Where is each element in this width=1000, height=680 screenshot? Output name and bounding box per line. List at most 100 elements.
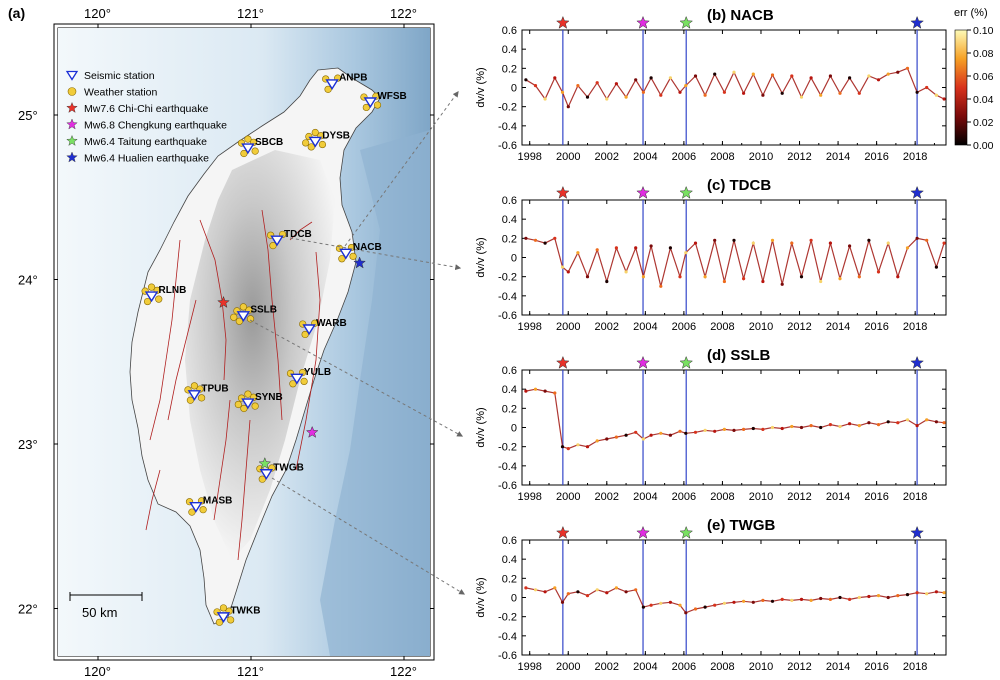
seismic-station-label: NACB: [353, 242, 382, 253]
dvv-data-point: [560, 90, 565, 94]
earthquake-time-star: [636, 525, 650, 539]
y-tick-label: 0: [511, 593, 517, 605]
seismic-station-label: DYSB: [322, 130, 350, 141]
x-tick-label: 2006: [672, 491, 696, 503]
y-tick-label: -0.2: [498, 612, 517, 624]
dvv-data-point: [533, 84, 538, 88]
lon-tick-label-bottom: 121°: [237, 664, 264, 679]
y-tick-label: 0: [511, 423, 517, 435]
y-tick-label: -0.6: [498, 310, 517, 322]
dvv-data-point: [678, 603, 682, 607]
seismic-station-label: TPUB: [201, 384, 228, 395]
y-tick-label: 0.2: [502, 63, 517, 75]
dvv-data-point: [560, 600, 565, 604]
fault-lines: [145, 209, 321, 561]
x-tick-label: 2018: [903, 491, 927, 503]
dvv-data-point: [915, 424, 919, 428]
dvv-data-point: [605, 97, 609, 101]
seismic-station-label: YULB: [304, 367, 331, 378]
dvv-data-point: [925, 85, 929, 90]
weather-station-dot: [301, 330, 309, 339]
y-axis-label: dv/v (%): [475, 67, 487, 107]
y-tick-label: 0.2: [502, 233, 517, 245]
dvv-data-point: [942, 421, 946, 425]
dvv-data-point: [857, 424, 861, 428]
dvv-data-point: [649, 433, 653, 437]
dvv-data-point: [780, 426, 784, 431]
dvv-data-point: [819, 425, 823, 430]
dvv-data-point: [770, 425, 775, 430]
dvv-panel-nacb: (b) NACB 0.6 0.4 0.2 0 -0.2 -0.4 -0.6 dv/v (%) 19…: [475, 7, 947, 163]
dvv-data-point: [761, 598, 765, 603]
dvv-data-point: [533, 588, 538, 592]
y-tick-label: -0.6: [498, 480, 517, 492]
dvv-data-point: [524, 236, 528, 240]
weather-station-dot: [227, 616, 235, 624]
y-tick-label: 0.4: [502, 214, 517, 226]
dvv-series-line: [525, 587, 945, 614]
dvv-data-point: [641, 90, 646, 94]
dvv-data-point: [543, 389, 547, 393]
dvv-data-point: [543, 97, 547, 101]
dvv-data-point: [524, 389, 528, 393]
panel-title: (e) TWGB: [707, 517, 775, 534]
panel-title: (d) SSLB: [707, 347, 770, 364]
map-panel: (a) 5: [8, 5, 435, 679]
x-tick-label: 2016: [864, 491, 888, 503]
dvv-data-point: [857, 275, 861, 279]
seismic-station-marker: [308, 136, 323, 148]
weather-station-dot: [147, 283, 156, 291]
dvv-data-point: [713, 429, 717, 433]
dvv-data-point: [553, 236, 557, 240]
lon-tick-label: 122°: [390, 6, 417, 21]
seismic-station-marker: [241, 143, 255, 155]
x-tick-label: 2012: [787, 151, 811, 163]
dvv-data-point: [790, 424, 794, 429]
dvv-data-point: [634, 78, 638, 82]
dvv-data-point: [867, 594, 871, 599]
dvv-data-point: [896, 70, 900, 74]
weather-station-dot: [240, 404, 248, 413]
dvv-data-point: [722, 279, 727, 284]
lon-tick-label: 120°: [84, 6, 111, 21]
legend-star-icon: [66, 151, 78, 163]
x-tick-label: 2004: [633, 491, 657, 503]
dvv-data-point: [732, 238, 736, 242]
dvv-data-point: [543, 590, 547, 594]
seismic-station-marker: [259, 469, 274, 480]
colorbar-ramp: [954, 29, 968, 146]
dvv-data-point: [659, 431, 663, 435]
y-tick-label: 0.6: [502, 365, 517, 377]
dvv-data-point: [605, 437, 609, 441]
y-tick-label: -0.4: [498, 631, 517, 643]
seismic-station-marker: [241, 398, 255, 410]
dvv-data-point: [634, 588, 638, 592]
seismic-station-marker: [187, 390, 202, 401]
dvv-data-point: [553, 586, 557, 590]
dvv-data-point: [886, 241, 890, 245]
x-tick-label: 2016: [864, 661, 888, 673]
dvv-data-point: [668, 246, 673, 250]
dvv-data-point: [857, 595, 861, 600]
dvv-data-point: [585, 445, 590, 449]
dvv-data-point: [942, 591, 946, 595]
legend-label: Seismic station: [84, 70, 155, 82]
dvv-data-point: [659, 284, 663, 288]
dvv-data-point: [925, 238, 929, 242]
dvv-panels: (b) NACB 0.6 0.4 0.2 0 -0.2 -0.4 -0.6 dv/v (%) 19…: [475, 7, 947, 673]
map-legend: Seismic station Weather station Mw7.6 Chi-…: [65, 70, 227, 165]
y-tick-label: -0.6: [498, 650, 517, 662]
dvv-data-point: [819, 596, 823, 601]
seismic-station-marker: [189, 501, 203, 513]
dvv-data-point: [605, 279, 609, 284]
map-frame-outer: [53, 23, 435, 661]
weather-station-dot: [289, 380, 297, 388]
y-tick-label: -0.2: [498, 102, 517, 114]
x-tick-label: 2008: [710, 491, 734, 503]
x-tick-label: 2004: [633, 151, 657, 163]
dvv-series-line: [525, 388, 945, 450]
lat-tick-label: 25°: [18, 108, 38, 123]
arrow-nacb: [344, 91, 459, 247]
x-tick-label: 2014: [826, 151, 850, 163]
